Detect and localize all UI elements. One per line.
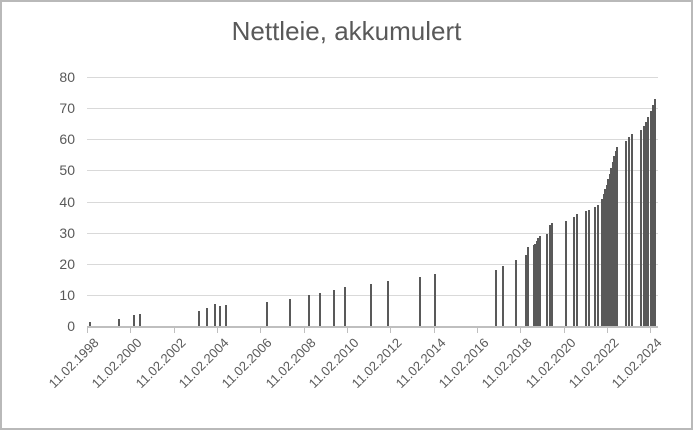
gridline-60 bbox=[87, 139, 658, 141]
bar bbox=[219, 306, 222, 326]
bar bbox=[526, 247, 529, 326]
x-axis-tick bbox=[477, 328, 479, 333]
bar bbox=[546, 233, 549, 326]
y-axis-tick-label: 40 bbox=[59, 193, 75, 210]
y-axis-tick-label: 20 bbox=[59, 255, 75, 272]
x-axis-tick bbox=[303, 328, 305, 333]
bar bbox=[610, 167, 613, 326]
bar bbox=[225, 304, 228, 326]
y-axis-tick-label: 10 bbox=[59, 286, 75, 303]
y-axis-tick-label: 80 bbox=[59, 69, 75, 85]
x-axis-tick bbox=[347, 328, 349, 333]
gridline-10 bbox=[87, 294, 658, 296]
bar bbox=[565, 221, 568, 326]
bar bbox=[534, 243, 537, 326]
bar bbox=[288, 299, 291, 326]
bar bbox=[645, 121, 648, 326]
bar bbox=[628, 136, 631, 326]
bar bbox=[614, 151, 617, 326]
bar bbox=[649, 110, 652, 326]
bar bbox=[386, 281, 389, 326]
bar bbox=[333, 289, 336, 326]
bar bbox=[307, 295, 310, 326]
bar bbox=[601, 199, 604, 326]
bar bbox=[640, 129, 643, 326]
y-axis-tick-label: 50 bbox=[59, 162, 75, 179]
x-axis-tick bbox=[87, 328, 88, 333]
bar bbox=[604, 189, 607, 326]
bar bbox=[318, 292, 321, 326]
y-axis-tick-label: 30 bbox=[59, 224, 75, 241]
bar bbox=[550, 223, 553, 326]
bar bbox=[418, 276, 421, 326]
x-axis-tick bbox=[390, 328, 392, 333]
x-axis-tick bbox=[260, 328, 262, 333]
bar bbox=[602, 194, 605, 326]
x-axis-tick bbox=[433, 328, 435, 333]
bar bbox=[537, 238, 540, 326]
y-axis-tick-label: 0 bbox=[67, 318, 75, 334]
gridline-50 bbox=[87, 170, 658, 172]
bar bbox=[647, 116, 650, 326]
x-axis-tick bbox=[217, 328, 219, 333]
bar bbox=[608, 173, 611, 326]
bar bbox=[88, 321, 91, 326]
gridline-20 bbox=[87, 263, 658, 265]
bar bbox=[502, 266, 505, 326]
bar bbox=[139, 313, 142, 326]
bar bbox=[197, 310, 200, 326]
bar bbox=[532, 245, 535, 326]
bar bbox=[495, 269, 498, 326]
x-axis-tick bbox=[650, 328, 652, 333]
bar bbox=[625, 140, 628, 326]
bar bbox=[515, 259, 518, 326]
bar bbox=[594, 207, 597, 326]
bar bbox=[585, 211, 588, 326]
x-axis-line bbox=[87, 326, 658, 328]
gridline-70 bbox=[87, 108, 658, 110]
bar bbox=[549, 225, 552, 326]
bar bbox=[573, 217, 576, 326]
bar bbox=[596, 204, 599, 326]
gridline-80 bbox=[87, 77, 658, 78]
chart-title: Nettleie, akkumulert bbox=[231, 16, 462, 46]
bar bbox=[616, 146, 619, 326]
y-axis-tick-label: 70 bbox=[59, 100, 75, 117]
bar bbox=[651, 105, 654, 326]
x-axis-tick bbox=[520, 328, 522, 333]
bar bbox=[613, 156, 616, 326]
bar bbox=[535, 241, 538, 326]
bar bbox=[605, 184, 608, 326]
bar bbox=[343, 287, 346, 326]
gridline-40 bbox=[87, 201, 658, 203]
x-axis-tick bbox=[130, 328, 132, 333]
x-axis-tick bbox=[607, 328, 609, 333]
bar bbox=[434, 273, 437, 326]
x-axis-tick bbox=[173, 328, 175, 333]
bar bbox=[607, 179, 610, 326]
bar bbox=[654, 99, 657, 326]
bar bbox=[265, 301, 268, 326]
y-axis-tick-label: 60 bbox=[59, 131, 75, 148]
bar bbox=[611, 161, 614, 326]
gridline-30 bbox=[87, 232, 658, 234]
bar bbox=[642, 126, 645, 326]
bar bbox=[588, 209, 591, 326]
x-axis-tick bbox=[563, 328, 565, 333]
bar bbox=[576, 214, 579, 326]
bar bbox=[538, 236, 541, 326]
bar bbox=[525, 255, 528, 326]
bar bbox=[118, 318, 121, 326]
bar bbox=[369, 284, 372, 326]
bar bbox=[631, 133, 634, 326]
bar bbox=[213, 304, 216, 326]
bar bbox=[133, 315, 136, 326]
bar bbox=[205, 308, 208, 326]
